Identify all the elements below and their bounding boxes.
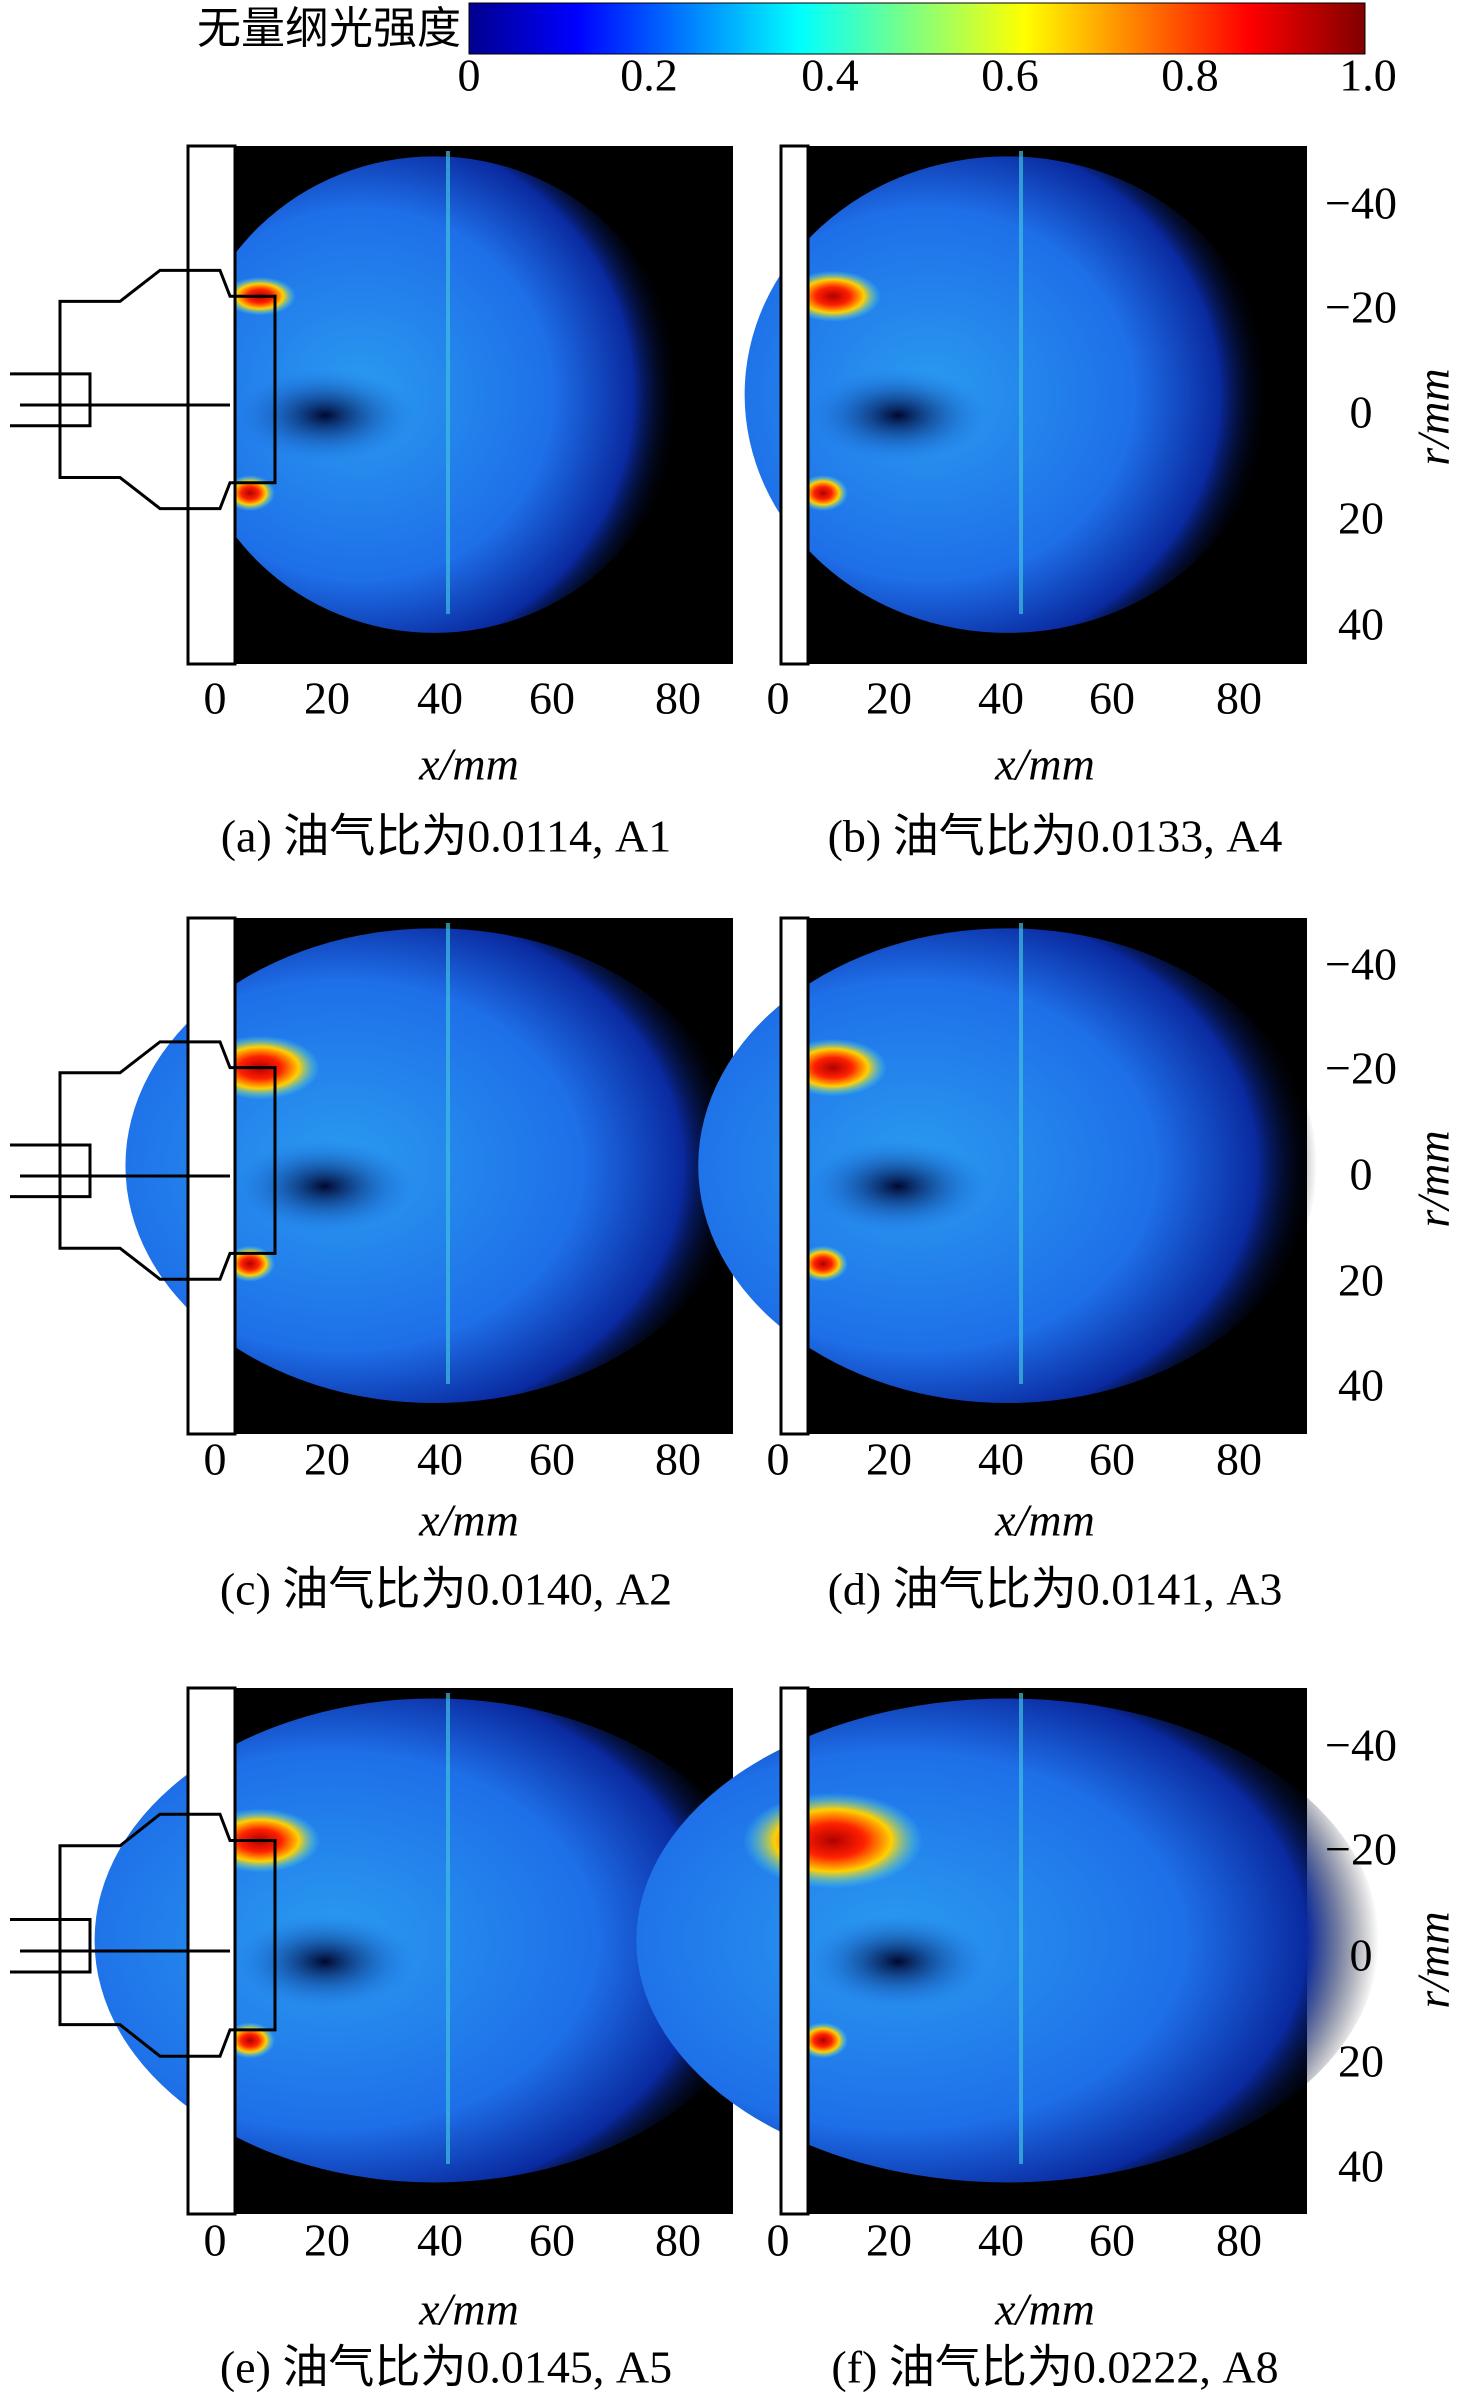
- x-tick-label: 60: [529, 2215, 575, 2266]
- y-tick-label: 20: [1338, 2036, 1384, 2087]
- x-axis-label: x/mm: [418, 1495, 519, 1546]
- y-tick-label: 20: [1338, 493, 1384, 544]
- x-tick-label: 80: [655, 673, 701, 724]
- colorbar-tick-label: 0.8: [1161, 50, 1219, 101]
- y-tick-label: −40: [1325, 178, 1397, 229]
- y-tick-label: −40: [1325, 939, 1397, 990]
- x-tick-label: 0: [767, 1434, 790, 1485]
- x-axis-label: x/mm: [418, 2284, 519, 2335]
- x-tick-label: 20: [304, 1434, 350, 1485]
- x-tick-label: 0: [204, 673, 227, 724]
- x-tick-label: 60: [1089, 2215, 1135, 2266]
- x-axis-label: x/mm: [994, 739, 1095, 790]
- x-tick-label: 40: [417, 2215, 463, 2266]
- x-tick-label: 40: [978, 1434, 1024, 1485]
- caption: (d) 油气比为0.0141, A3: [828, 1564, 1283, 1615]
- x-tick-label: 40: [417, 673, 463, 724]
- x-tick-label: 40: [978, 673, 1024, 724]
- x-tick-label: 0: [767, 2215, 790, 2266]
- heatmap-plume: [636, 1698, 1379, 2183]
- nozzle: [10, 1040, 277, 1281]
- colorbar-tick-label: 0.4: [801, 50, 859, 101]
- x-tick-label: 20: [304, 2215, 350, 2266]
- x-tick-label: 80: [1216, 2215, 1262, 2266]
- y-tick-label: 40: [1338, 599, 1384, 650]
- heatmap-core: [235, 368, 415, 462]
- heatmap-hot: [743, 1792, 923, 1889]
- x-tick-label: 80: [655, 2215, 701, 2266]
- heatmap-plume: [744, 156, 1271, 633]
- heatmap-hot: [798, 1245, 848, 1282]
- caption: (a) 油气比为0.0114, A1: [221, 811, 672, 862]
- y-tick-label: −20: [1325, 282, 1397, 333]
- y-tick-label: −20: [1325, 1043, 1397, 1094]
- y-axis-label: r/mm: [1408, 1130, 1459, 1227]
- caption: (f) 油气比为0.0222, A8: [831, 2342, 1278, 2393]
- y-tick-label: 0: [1350, 1930, 1373, 1981]
- heatmap-plume: [187, 156, 682, 633]
- colorbar-tick-label: 1.0: [1339, 50, 1397, 101]
- x-tick-label: 0: [204, 1434, 227, 1485]
- x-tick-label: 80: [1216, 1434, 1262, 1485]
- colorbar-tick-label: 0: [458, 50, 481, 101]
- heatmap-core: [235, 1914, 415, 2009]
- x-tick-label: 60: [529, 673, 575, 724]
- x-tick-label: 40: [978, 2215, 1024, 2266]
- heatmap-core: [808, 368, 988, 462]
- nozzle: [10, 1812, 277, 2058]
- x-tick-label: 80: [1216, 673, 1262, 724]
- colorbar-tick-label: 0.6: [981, 50, 1039, 101]
- y-tick-label: 0: [1350, 1149, 1373, 1200]
- heatmap-core: [808, 1914, 988, 2009]
- wall: [779, 1686, 810, 2216]
- wall: [779, 916, 810, 1436]
- y-tick-label: 40: [1338, 1360, 1384, 1411]
- x-tick-label: 0: [204, 2215, 227, 2266]
- x-axis-label: x/mm: [418, 739, 519, 790]
- y-tick-label: 20: [1338, 1255, 1384, 1306]
- x-tick-label: 60: [1089, 1434, 1135, 1485]
- y-tick-label: −20: [1325, 1824, 1397, 1875]
- x-axis-label: x/mm: [994, 1495, 1095, 1546]
- colorbar: [468, 2, 1366, 55]
- x-axis-label: x/mm: [994, 2284, 1095, 2335]
- y-tick-label: 0: [1350, 387, 1373, 438]
- x-tick-label: 40: [417, 1434, 463, 1485]
- x-tick-label: 0: [767, 673, 790, 724]
- heatmap-core: [235, 1139, 415, 1233]
- nozzle: [10, 268, 277, 511]
- y-tick-label: −40: [1325, 1720, 1397, 1771]
- y-axis-label: r/mm: [1408, 1911, 1459, 2008]
- x-tick-label: 80: [655, 1434, 701, 1485]
- x-tick-label: 60: [529, 1434, 575, 1485]
- x-tick-label: 20: [304, 673, 350, 724]
- x-tick-label: 20: [866, 2215, 912, 2266]
- wall: [779, 144, 810, 666]
- colorbar-tick-label: 0.2: [620, 50, 678, 101]
- x-tick-label: 60: [1089, 673, 1135, 724]
- caption: (e) 油气比为0.0145, A5: [220, 2342, 672, 2393]
- y-tick-label: 40: [1338, 2141, 1384, 2192]
- caption: (b) 油气比为0.0133, A4: [828, 811, 1283, 862]
- heatmap-hot: [798, 475, 848, 512]
- colorbar-label: 无量纲光强度: [197, 3, 461, 54]
- x-tick-label: 20: [866, 1434, 912, 1485]
- heatmap-core: [808, 1139, 988, 1233]
- x-tick-label: 20: [866, 673, 912, 724]
- heatmap-hot: [225, 2022, 275, 2059]
- y-axis-label: r/mm: [1408, 368, 1459, 465]
- caption: (c) 油气比为0.0140, A2: [220, 1564, 672, 1615]
- heatmap-hot: [798, 2022, 848, 2059]
